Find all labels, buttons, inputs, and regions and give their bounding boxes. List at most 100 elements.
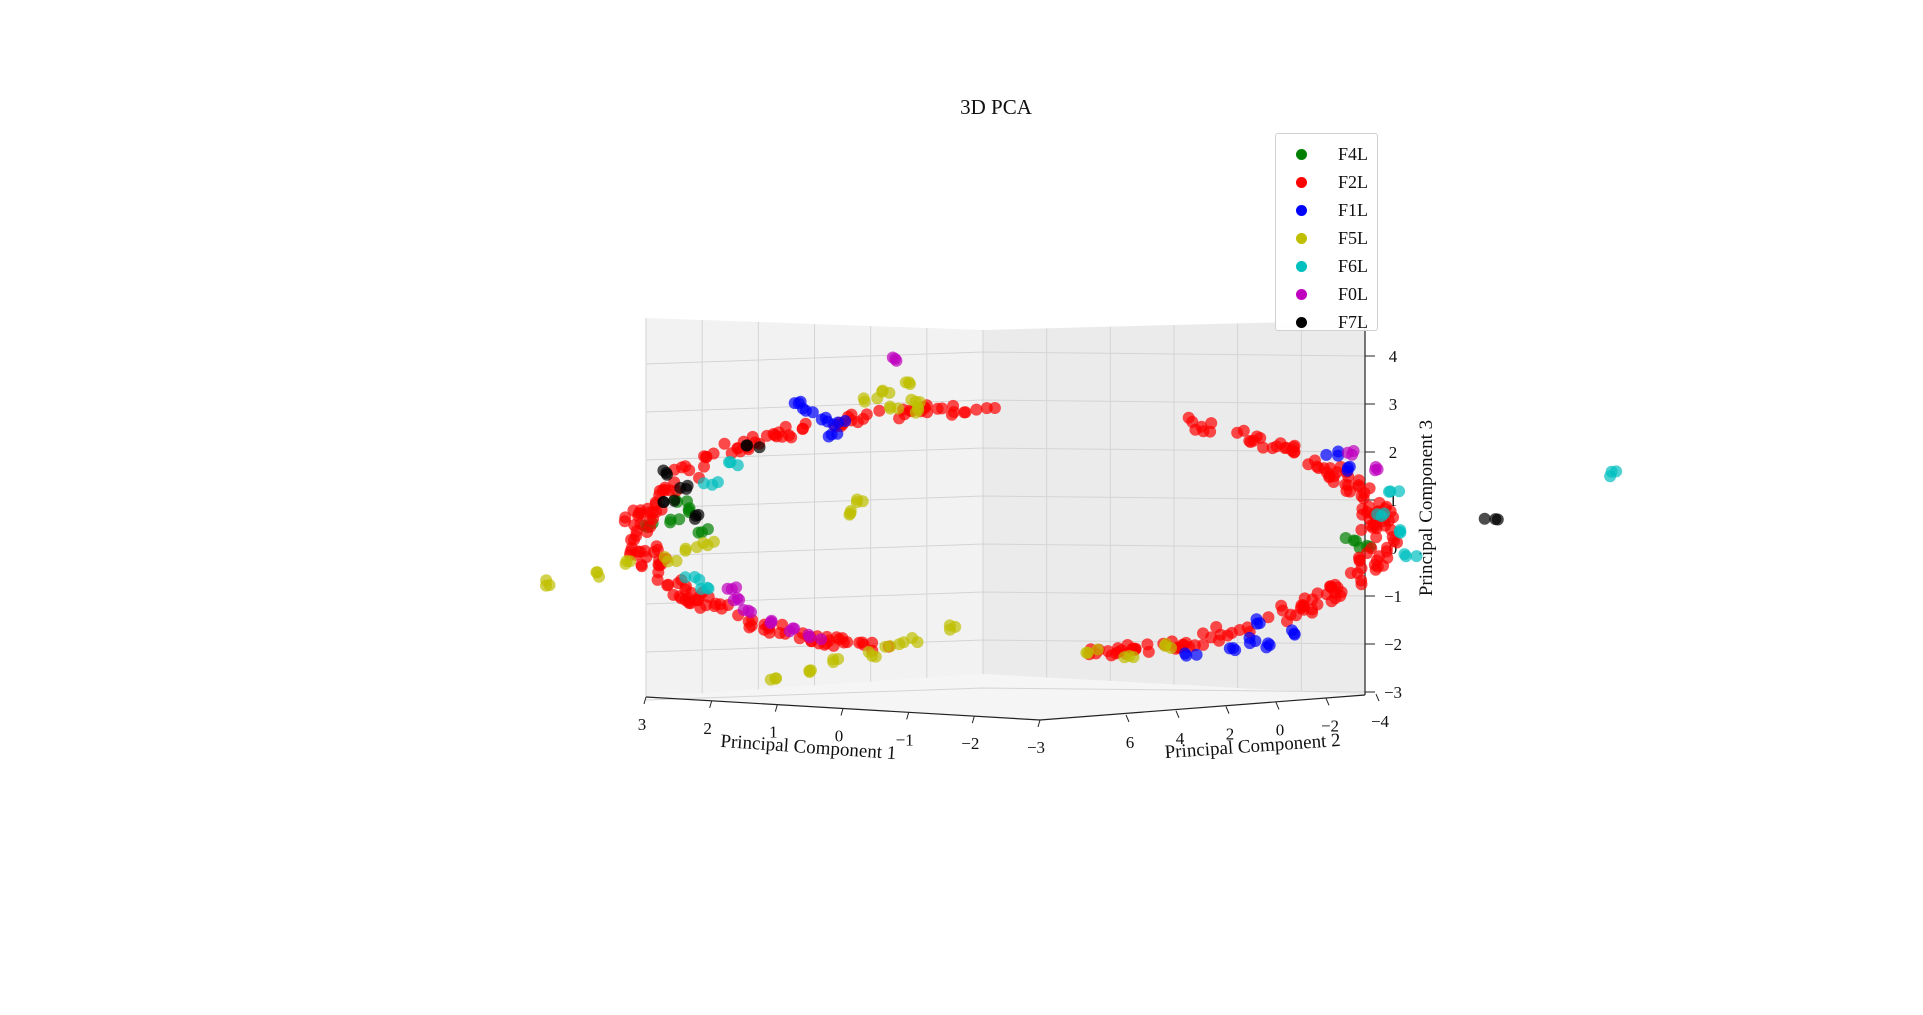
z-axis-ticks: 4 3 2 1 0 −1 −2 −3 — [1365, 347, 1402, 702]
y-tick-mark-2 — [1225, 706, 1230, 714]
point-F6L-0 — [1393, 485, 1406, 498]
legend-item-F1L: F1L — [1276, 200, 1377, 220]
point-F6L-14 — [1610, 465, 1623, 478]
legend-item-F7L: F7L — [1276, 312, 1377, 332]
point-F5L-8 — [909, 406, 922, 419]
point-F2L-308 — [1285, 444, 1298, 457]
point-F2L-236 — [893, 412, 906, 425]
point-F2L-295 — [773, 627, 786, 639]
point-F2L-261 — [799, 417, 812, 430]
point-F2L-164 — [683, 464, 696, 477]
point-F5L-47 — [869, 650, 882, 663]
point-F2L-331 — [1318, 462, 1330, 475]
z-tick-label-6: −2 — [1384, 635, 1402, 654]
point-F7L-3 — [668, 494, 681, 507]
point-F2L-83 — [1205, 417, 1218, 430]
y-axis-ticks: 6 4 2 0 −2 −4 — [1125, 693, 1390, 752]
legend-item-F2L: F2L — [1276, 172, 1377, 192]
point-F5L-59 — [1118, 651, 1131, 664]
point-F7L-13 — [753, 441, 766, 454]
point-F2L-237 — [1311, 587, 1324, 600]
point-F7L-14 — [740, 439, 753, 452]
point-F6L-9 — [1410, 550, 1423, 563]
point-F5L-65 — [844, 505, 857, 517]
legend-marker-F4L — [1296, 149, 1307, 160]
series-F6L — [679, 456, 1623, 595]
point-F1L-35 — [1332, 445, 1345, 458]
point-F2L-334 — [643, 513, 656, 526]
legend-marker-F1L — [1296, 205, 1307, 216]
point-F5L-29 — [662, 555, 674, 568]
z-tick-label-2: 2 — [1389, 443, 1398, 462]
point-F5L-1 — [857, 392, 870, 405]
series-F7L — [657, 439, 1504, 526]
point-F2L-92 — [1370, 531, 1383, 544]
point-F2L-303 — [980, 402, 993, 415]
x-tick-label-6: −3 — [1027, 738, 1045, 757]
legend-item-F4L: F4L — [1276, 144, 1377, 164]
point-F1L-26 — [1288, 628, 1301, 641]
point-F1L-29 — [1251, 617, 1264, 630]
point-F0L-8 — [765, 614, 778, 627]
point-F4L-5 — [664, 516, 677, 529]
point-F5L-68 — [851, 493, 864, 506]
legend-label-F0L: F0L — [1338, 284, 1369, 304]
point-F1L-2 — [806, 406, 819, 419]
point-F5L-53 — [906, 632, 919, 644]
legend-item-F5L: F5L — [1276, 228, 1377, 248]
point-F5L-38 — [764, 673, 777, 686]
point-F2L-151 — [628, 519, 641, 531]
point-F2L-216 — [694, 601, 707, 614]
legend-item-F6L: F6L — [1276, 256, 1377, 276]
legend-label-F5L: F5L — [1338, 228, 1369, 248]
point-F2L-343 — [1311, 598, 1324, 611]
x-tick-mark-6 — [1037, 719, 1041, 728]
legend: F4L F2L F1L F5L F6L F0L F7L — [1275, 133, 1378, 332]
z-axis-label: Principal Component 3 — [1416, 420, 1437, 596]
z-tick-label-0: 4 — [1389, 347, 1398, 366]
point-F5L-23 — [593, 570, 605, 583]
point-F7L-2 — [681, 479, 694, 492]
point-F7L-5 — [657, 496, 670, 508]
point-F1L-14 — [788, 397, 801, 410]
point-F2L-310 — [1233, 624, 1246, 636]
point-F2L-253 — [866, 636, 879, 649]
legend-label-F6L: F6L — [1338, 256, 1369, 276]
point-F6L-11 — [1398, 548, 1411, 561]
y-tick-label-0: 6 — [1126, 733, 1135, 752]
point-F5L-56 — [1091, 643, 1104, 656]
legend-marker-F2L — [1296, 177, 1307, 188]
legend-marker-F6L — [1296, 261, 1307, 272]
chart-title: 3D PCA — [960, 95, 1033, 119]
y-tick-mark-5 — [1375, 693, 1380, 702]
z-tick-label-4: 0 — [1389, 539, 1398, 558]
point-F6L-20 — [701, 581, 714, 594]
point-F5L-27 — [670, 555, 683, 567]
x-tick-mark-5 — [971, 716, 975, 724]
x-tick-mark-2 — [774, 704, 778, 712]
x-tick-label-0: 3 — [638, 715, 647, 734]
point-F6L-5 — [1371, 508, 1384, 521]
point-F5L-44 — [827, 656, 840, 669]
point-F1L-20 — [1262, 637, 1275, 650]
point-F5L-11 — [913, 396, 926, 409]
point-F1L-11 — [827, 418, 840, 431]
y-tick-label-1: 4 — [1176, 729, 1185, 748]
y-tick-mark-0 — [1125, 714, 1130, 723]
legend-marker-F5L — [1296, 233, 1307, 244]
x-tick-label-5: −2 — [961, 734, 979, 753]
point-F2L-322 — [770, 430, 783, 443]
point-F7L-11 — [660, 466, 673, 479]
point-F2L-270 — [947, 399, 960, 412]
legend-marker-F0L — [1296, 289, 1307, 300]
legend-label-F1L: F1L — [1338, 200, 1369, 220]
z-tick-label-5: −1 — [1384, 587, 1402, 606]
point-F0L-26 — [733, 593, 746, 606]
x-tick-label-1: 2 — [703, 719, 712, 738]
point-F2L-87 — [1197, 638, 1210, 651]
series-F0L — [721, 351, 1384, 646]
y-tick-mark-4 — [1325, 698, 1330, 706]
point-F2L-225 — [1205, 631, 1218, 644]
point-F1L-38 — [1343, 460, 1356, 473]
